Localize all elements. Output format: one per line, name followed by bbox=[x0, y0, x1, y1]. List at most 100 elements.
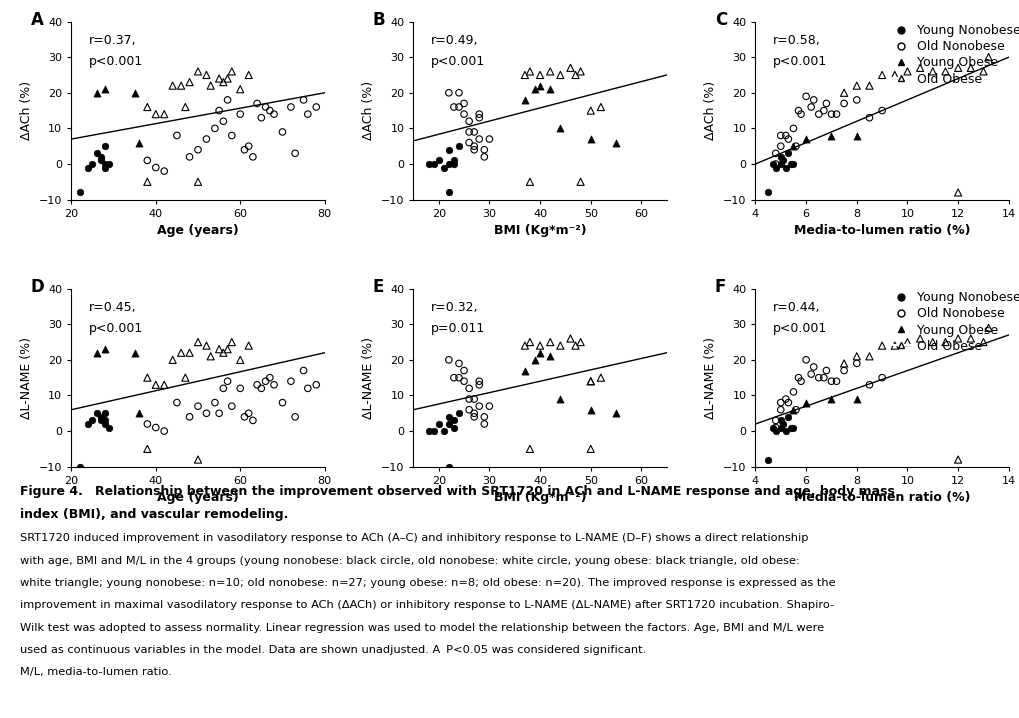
Point bbox=[89, 408, 105, 419]
Point bbox=[300, 383, 316, 394]
Point bbox=[89, 148, 105, 159]
Point bbox=[169, 130, 185, 141]
Point bbox=[287, 148, 304, 159]
Point bbox=[450, 358, 467, 369]
Point bbox=[93, 154, 109, 166]
Point bbox=[593, 101, 609, 113]
Point bbox=[219, 94, 235, 106]
Point bbox=[806, 361, 822, 373]
Text: p<0.001: p<0.001 bbox=[431, 55, 485, 68]
Point bbox=[767, 421, 784, 433]
Point bbox=[608, 137, 625, 149]
Point bbox=[211, 73, 227, 84]
Point bbox=[223, 401, 239, 412]
Point bbox=[542, 336, 558, 348]
Point bbox=[85, 415, 101, 426]
Point bbox=[786, 123, 802, 134]
Legend: Young Nonobese, Old Nonobese, Young Obese, Old Obese: Young Nonobese, Old Nonobese, Young Obes… bbox=[889, 24, 1019, 85]
Point bbox=[177, 372, 194, 383]
Point bbox=[71, 461, 88, 472]
Legend: Young Nonobese, Old Nonobese, Young Obese, Old Obese: Young Nonobese, Old Nonobese, Young Obes… bbox=[889, 292, 1019, 353]
Point bbox=[190, 144, 206, 156]
Point bbox=[431, 154, 447, 166]
Point bbox=[772, 397, 789, 409]
Point bbox=[101, 421, 117, 433]
Point bbox=[573, 336, 589, 348]
Point bbox=[532, 80, 548, 91]
Point bbox=[223, 130, 239, 141]
Text: Wilk test was adopted to assess normality. Linear regression was used to model t: Wilk test was adopted to assess normalit… bbox=[20, 623, 824, 633]
Point bbox=[517, 340, 533, 351]
Point bbox=[532, 69, 548, 80]
Point bbox=[421, 158, 437, 169]
Point bbox=[81, 162, 97, 173]
Point bbox=[101, 158, 117, 169]
Point bbox=[97, 162, 113, 173]
Point bbox=[148, 162, 164, 173]
Point bbox=[455, 365, 472, 376]
Point bbox=[874, 105, 891, 116]
Point bbox=[445, 154, 462, 166]
Point bbox=[130, 137, 147, 149]
Point bbox=[240, 340, 257, 351]
Point bbox=[806, 94, 822, 106]
Point bbox=[440, 354, 457, 365]
Point bbox=[542, 83, 558, 95]
Point bbox=[573, 65, 589, 77]
Point bbox=[266, 379, 282, 391]
Point bbox=[262, 105, 278, 116]
Text: B: B bbox=[373, 11, 385, 29]
Point bbox=[818, 98, 835, 109]
Point bbox=[937, 65, 954, 77]
Point bbox=[93, 415, 109, 426]
Point bbox=[466, 411, 482, 423]
Text: r=0.58,: r=0.58, bbox=[773, 34, 821, 47]
Point bbox=[583, 404, 599, 416]
Text: SRT1720 induced improvement in vasodilatory response to ACh (A–C) and inhibitory: SRT1720 induced improvement in vasodilat… bbox=[20, 533, 809, 544]
Point bbox=[140, 154, 156, 166]
Point bbox=[471, 401, 487, 412]
Point bbox=[466, 141, 482, 152]
Point bbox=[791, 372, 807, 383]
Y-axis label: ΔL-NAME (%): ΔL-NAME (%) bbox=[704, 337, 717, 419]
Point bbox=[308, 101, 324, 113]
Point bbox=[97, 83, 113, 95]
Point bbox=[963, 332, 979, 344]
Point bbox=[215, 116, 231, 127]
X-axis label: Age (years): Age (years) bbox=[157, 491, 238, 504]
Point bbox=[788, 141, 804, 152]
Text: r=0.37,: r=0.37, bbox=[89, 34, 137, 47]
Point bbox=[426, 425, 442, 437]
Point bbox=[450, 372, 467, 383]
Point bbox=[300, 108, 316, 120]
Point bbox=[461, 137, 477, 149]
Point bbox=[517, 69, 533, 80]
Point bbox=[522, 336, 538, 348]
Y-axis label: ΔL-NAME (%): ΔL-NAME (%) bbox=[20, 337, 34, 419]
Point bbox=[240, 408, 257, 419]
Point bbox=[282, 376, 299, 387]
Point bbox=[767, 158, 784, 169]
Point bbox=[849, 80, 865, 91]
Point bbox=[203, 350, 219, 362]
Point bbox=[760, 454, 776, 465]
Point bbox=[97, 415, 113, 426]
Point bbox=[215, 347, 231, 358]
Point bbox=[836, 87, 852, 98]
Point bbox=[466, 126, 482, 138]
Point bbox=[181, 347, 198, 358]
Text: D: D bbox=[31, 278, 45, 296]
Point bbox=[156, 379, 172, 391]
Point bbox=[148, 421, 164, 433]
Point bbox=[793, 108, 809, 120]
Point bbox=[542, 65, 558, 77]
Point bbox=[772, 421, 789, 433]
Point bbox=[156, 165, 172, 177]
Point bbox=[282, 101, 299, 113]
Point bbox=[861, 80, 877, 91]
Point bbox=[440, 87, 457, 98]
Point bbox=[181, 76, 198, 88]
Point bbox=[164, 354, 180, 365]
Point bbox=[445, 415, 462, 426]
Point bbox=[140, 372, 156, 383]
